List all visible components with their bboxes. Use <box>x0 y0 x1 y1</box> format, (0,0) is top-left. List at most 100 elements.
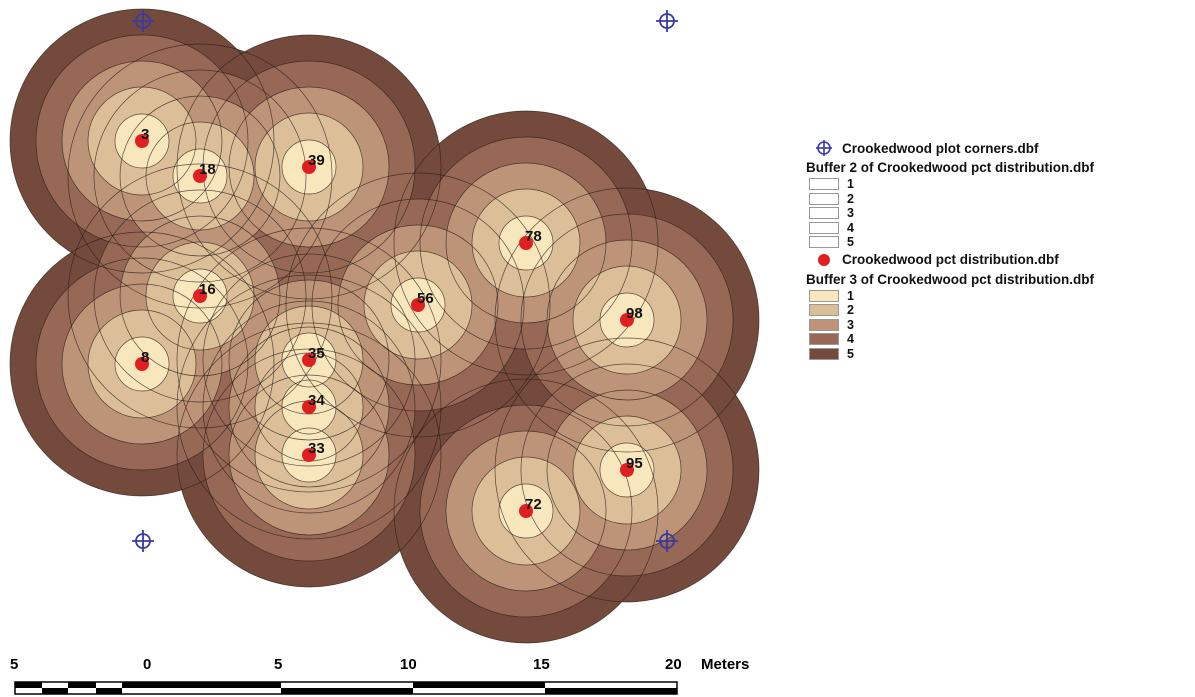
distribution-point <box>302 160 316 174</box>
scale-bar-block <box>122 682 149 688</box>
point-label: 78 <box>525 228 542 245</box>
buffer-outline <box>9 8 275 274</box>
buffer-outline <box>114 113 170 169</box>
distribution-point <box>302 353 316 367</box>
scale-bar-block <box>42 688 68 694</box>
legend-buffer2-class: 3 <box>806 206 1191 221</box>
scale-label-0: 0 <box>143 656 152 673</box>
buffer-outline <box>114 336 170 392</box>
scale-label-15: 15 <box>533 656 550 673</box>
buffer-outline <box>599 442 655 498</box>
buffer-outline <box>9 231 275 497</box>
buffer-outline <box>172 148 228 204</box>
distribution-points: 3 18 39 78 16 56 98 8 35 34 33 95 72 <box>135 126 643 518</box>
legend-swatch <box>809 236 839 249</box>
distribution-point <box>519 504 533 518</box>
buffer-outline <box>471 188 581 298</box>
plot-corner-crosshair-icon <box>656 10 678 32</box>
legend-corners-title: Crookedwood plot corners.dbf <box>842 140 1039 156</box>
scale-bar-block <box>15 682 42 688</box>
map-legend: Crookedwood plot corners.dbf Buffer 2 of… <box>806 138 1191 361</box>
legend-swatch <box>809 333 839 346</box>
point-label: 34 <box>308 392 325 409</box>
buffer-outline <box>572 415 682 525</box>
red-dot-icon <box>806 252 842 268</box>
buffer-outline <box>281 427 337 483</box>
buffer-outline <box>67 163 333 429</box>
buffer-outline <box>228 374 390 536</box>
legend-buffer2-class: 2 <box>806 192 1191 207</box>
point-label: 16 <box>199 281 216 298</box>
point-label: 8 <box>141 349 149 366</box>
buffer-outline <box>498 483 554 539</box>
legend-buffer3-classes: 1 2 3 4 5 <box>806 289 1191 362</box>
legend-buffer3-class: 3 <box>806 318 1191 333</box>
legend-buffer3-class: 2 <box>806 303 1191 318</box>
scale-bar <box>14 681 678 695</box>
distribution-point <box>519 236 533 250</box>
buffer-outline <box>145 121 255 231</box>
legend-swatch <box>809 289 839 302</box>
buffer-outline <box>228 326 390 488</box>
buffer-outline <box>546 239 708 401</box>
scale-label-5: 5 <box>274 656 283 673</box>
buffer-outline <box>119 95 281 257</box>
distribution-point <box>411 298 425 312</box>
buffer-outline <box>176 322 442 588</box>
scale-bar-block <box>413 682 545 688</box>
buffer-outline <box>67 43 333 309</box>
buffer-outline <box>363 250 473 360</box>
buffer-map: 3 18 39 78 16 56 98 8 35 34 33 95 72 <box>9 8 760 695</box>
buffer-outline <box>61 283 223 445</box>
buffer-outline <box>145 241 255 351</box>
scale-bar-block <box>281 688 413 694</box>
buffer-outline <box>61 60 223 222</box>
plot-corners <box>132 10 678 552</box>
buffer-outline <box>471 456 581 566</box>
legend-buffer2-classes: 1 2 3 4 5 <box>806 177 1191 250</box>
buffer-outline <box>35 34 249 248</box>
scale-label-5-left: 5 <box>10 656 19 673</box>
point-label: 35 <box>308 345 325 362</box>
buffer-outline <box>202 60 416 274</box>
buffer-outline <box>494 337 760 603</box>
scale-label-20: 20 <box>665 656 682 673</box>
point-label: 39 <box>308 152 325 169</box>
legend-swatch <box>809 304 839 317</box>
buffer-outline <box>87 309 197 419</box>
legend-swatch <box>809 207 839 220</box>
buffer-outline <box>202 348 416 562</box>
legend-swatch <box>809 347 839 360</box>
buffer-outline <box>202 253 416 467</box>
point-label: 33 <box>308 440 325 457</box>
buffer-outline <box>281 379 337 435</box>
buffer-outline <box>281 139 337 195</box>
buffer-outline <box>35 257 249 471</box>
distribution-point <box>620 463 634 477</box>
legend-swatch <box>809 192 839 205</box>
buffer-outline <box>176 34 442 300</box>
buffer-outline <box>445 430 607 592</box>
buffer-outline <box>172 268 228 324</box>
legend-buffer2-class: 5 <box>806 235 1191 250</box>
plot-corner-crosshair-icon <box>132 530 154 552</box>
legend-buffer2-title: Buffer 2 of Crookedwood pct distribution… <box>806 160 1094 175</box>
buffer-outline <box>93 189 307 403</box>
scale-unit: Meters <box>701 656 750 673</box>
point-label: 56 <box>417 290 434 307</box>
legend-buffer3-title: Buffer 3 of Crookedwood pct distribution… <box>806 271 1094 287</box>
scale-label-10: 10 <box>400 656 417 673</box>
legend-buffer3-class: 1 <box>806 289 1191 304</box>
buffer-outline <box>546 389 708 551</box>
legend-swatch <box>809 318 839 331</box>
distribution-point <box>620 313 634 327</box>
legend-points-title: Crookedwood pct distribution.dbf <box>842 252 1059 267</box>
legend-buffer3-class: 5 <box>806 347 1191 362</box>
point-label: 98 <box>626 305 643 322</box>
legend-swatch <box>809 221 839 234</box>
buffer-outline <box>119 215 281 377</box>
buffer-outline <box>520 363 734 577</box>
buffer-outline <box>393 110 659 376</box>
legend-buffer2-class: 1 <box>806 177 1191 192</box>
legend-buffer3-class: 4 <box>806 332 1191 347</box>
